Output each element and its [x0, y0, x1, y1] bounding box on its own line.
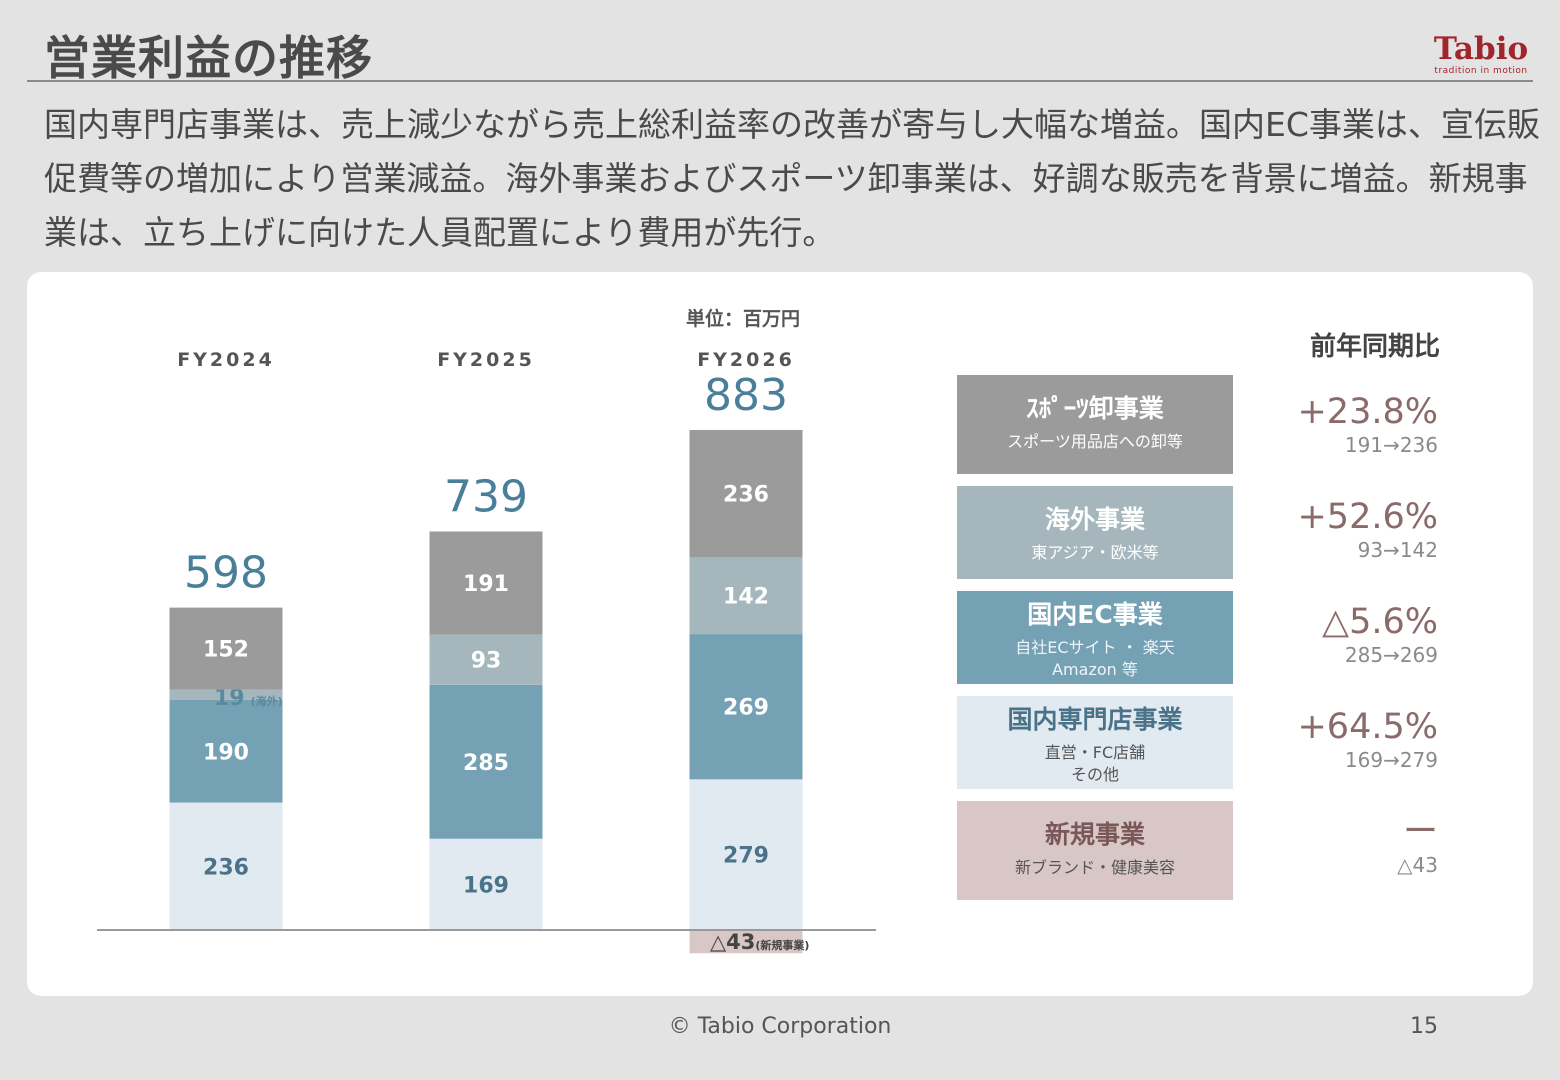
yoy-value-range: 191→236: [1344, 433, 1438, 457]
bar-segment-2: [169, 699, 283, 803]
legend-segment-name: ｽﾎﾟｰﾂ卸事業: [1026, 394, 1164, 423]
bar-segment-3: [429, 634, 543, 685]
page-title: 営業利益の推移: [44, 31, 373, 85]
yoy-percent: △5.6%: [1322, 602, 1438, 642]
bar-total-label: 598: [184, 548, 268, 599]
yoy-value-range: 285→269: [1344, 643, 1438, 667]
legend-segment-description-line2: その他: [1070, 765, 1119, 784]
legend-segment-1: ｽﾎﾟｰﾂ卸事業スポーツ用品店への卸等: [957, 375, 1233, 474]
data-label-note: (海外): [251, 694, 283, 708]
yoy-header: 前年同期比: [1309, 332, 1440, 362]
legend-segment-3: 国内EC事業自社ECサイト ・ 楽天 Amazon 等: [957, 591, 1233, 684]
legend-segment-description: 新ブランド・健康美容: [1014, 858, 1175, 877]
data-label-new-business: △43(新規事業): [710, 930, 809, 954]
bar-segment-3: [169, 689, 283, 700]
yoy-comparison-1: +23.8% 191→236: [1240, 392, 1438, 458]
data-label: 236: [203, 855, 249, 880]
page-number: 15: [1410, 1014, 1438, 1039]
bar-segment-3: [689, 557, 803, 635]
data-label: 285: [463, 751, 509, 776]
x-tick-label: FY2024: [177, 349, 275, 371]
data-label: 152: [203, 638, 249, 663]
yoy-value-range: 169→279: [1344, 748, 1438, 772]
bar-total-label: 739: [444, 471, 528, 522]
data-label: 93: [471, 649, 502, 674]
bar-segment-4: [169, 607, 283, 690]
bar-segment-1: [169, 802, 283, 930]
data-label-note: (新規事業): [755, 938, 809, 952]
data-label: 142: [723, 585, 769, 610]
yoy-value-range: △43: [1397, 853, 1438, 877]
legend-segment-name: 海外事業: [1044, 505, 1145, 534]
data-label: 269: [723, 696, 769, 721]
logo-wordmark: Tabio: [1433, 31, 1529, 67]
legend-segment-description: 自社ECサイト ・ 楽天: [1015, 638, 1175, 657]
bar-segment-2: [689, 634, 803, 780]
legend-segment-description-line2: Amazon 等: [1052, 660, 1138, 679]
data-label: 169: [463, 873, 509, 898]
x-tick-label: FY2026: [697, 349, 795, 371]
unit-label: 単位：百万円: [685, 308, 800, 330]
yoy-percent: +23.8%: [1297, 392, 1438, 432]
legend-segment-description: 東アジア・欧米等: [1031, 543, 1159, 562]
bar-segment-1: [429, 838, 543, 930]
yoy-percent: ー: [1402, 812, 1438, 852]
legend-segment-2: 海外事業東アジア・欧米等: [957, 486, 1233, 579]
legend-segment-name: 国内EC事業: [1027, 600, 1163, 629]
yoy-percent: +52.6%: [1297, 497, 1438, 537]
logo-tagline: tradition in motion: [1434, 66, 1528, 76]
bar-segment-4: [429, 531, 543, 635]
legend-segment-name: 国内専門店事業: [1007, 705, 1183, 734]
yoy-comparison-4: +64.5% 169→279: [1240, 707, 1438, 773]
data-label: 191: [463, 572, 509, 597]
legend-segment-description: スポーツ用品店への卸等: [1007, 432, 1183, 451]
copyright: © Tabio Corporation: [668, 1014, 892, 1039]
yoy-comparison-5: ー △43: [1240, 812, 1438, 878]
summary-text: 国内専門店事業は、売上減少ながら売上総利益率の改善が寄与し大幅な増益。国内EC事…: [44, 105, 1540, 252]
data-label: 279: [723, 844, 769, 869]
bar-segment-new-business: [689, 930, 803, 954]
x-tick-label: FY2025: [437, 349, 535, 371]
legend-segment-name: 新規事業: [1044, 820, 1145, 849]
legend-segment-4: 国内専門店事業直営・FC店舗 その他: [957, 696, 1233, 789]
bar-segment-2: [429, 684, 543, 839]
bar-segment-4: [689, 429, 803, 558]
data-label: 236: [723, 483, 769, 508]
legend-segment-5: 新規事業新ブランド・健康美容: [957, 801, 1233, 900]
bar-segment-1: [689, 779, 803, 930]
bar-total-label: 883: [704, 370, 788, 421]
title-divider: [27, 80, 1533, 82]
tabio-logo: Tabio tradition in motion: [1426, 32, 1536, 76]
data-label: 190: [203, 740, 249, 765]
yoy-comparison-3: △5.6% 285→269: [1240, 602, 1438, 668]
yoy-comparison-2: +52.6% 93→142: [1240, 497, 1438, 563]
legend-segment-description: 直営・FC店舗: [1044, 743, 1146, 762]
yoy-value-range: 93→142: [1357, 538, 1438, 562]
yoy-percent: +64.5%: [1297, 707, 1438, 747]
